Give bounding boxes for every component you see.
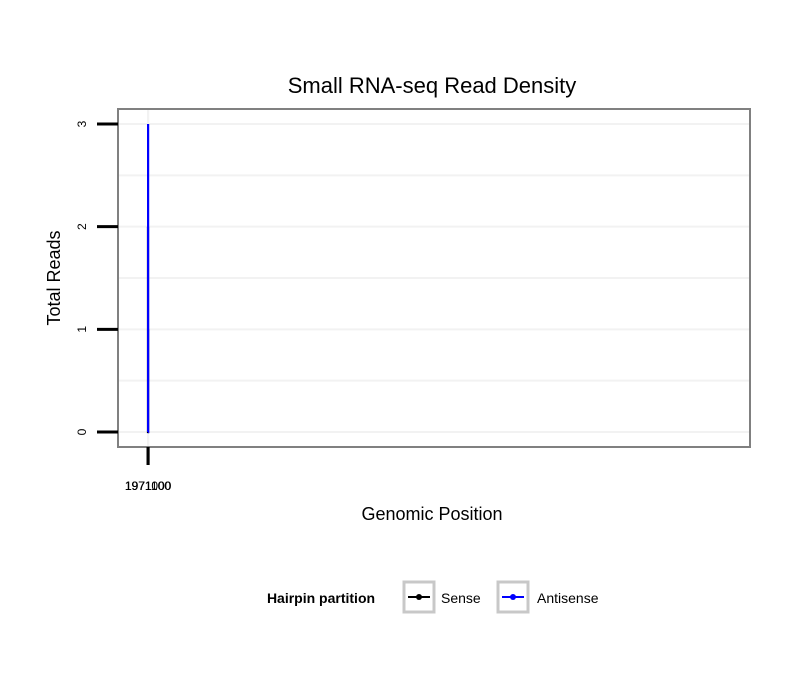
- x-tick-label-0: 1971100: [125, 479, 171, 493]
- plot-frame: [117, 108, 751, 448]
- x-tick-label-1: 1971000: [125, 479, 172, 493]
- legend-label-sense: Sense: [441, 590, 481, 606]
- x-axis-title: Genomic Position: [361, 504, 502, 524]
- y-tick-label-3: 3: [75, 120, 89, 127]
- legend-dot-antisense: [510, 594, 516, 600]
- y-axis-title: Total Reads: [44, 230, 64, 325]
- y-tick-label-2: 2: [75, 223, 89, 230]
- y-tick-label-1: 1: [75, 326, 89, 333]
- legend-title: Hairpin partition: [267, 590, 375, 606]
- chart-title: Small RNA-seq Read Density: [288, 73, 577, 98]
- legend-label-antisense: Antisense: [537, 590, 599, 606]
- y-tick-label-0: 0: [75, 428, 89, 435]
- legend: Hairpin partition Sense Antisense: [267, 580, 599, 614]
- legend-dot-sense: [416, 594, 422, 600]
- grid-layer: [118, 109, 750, 447]
